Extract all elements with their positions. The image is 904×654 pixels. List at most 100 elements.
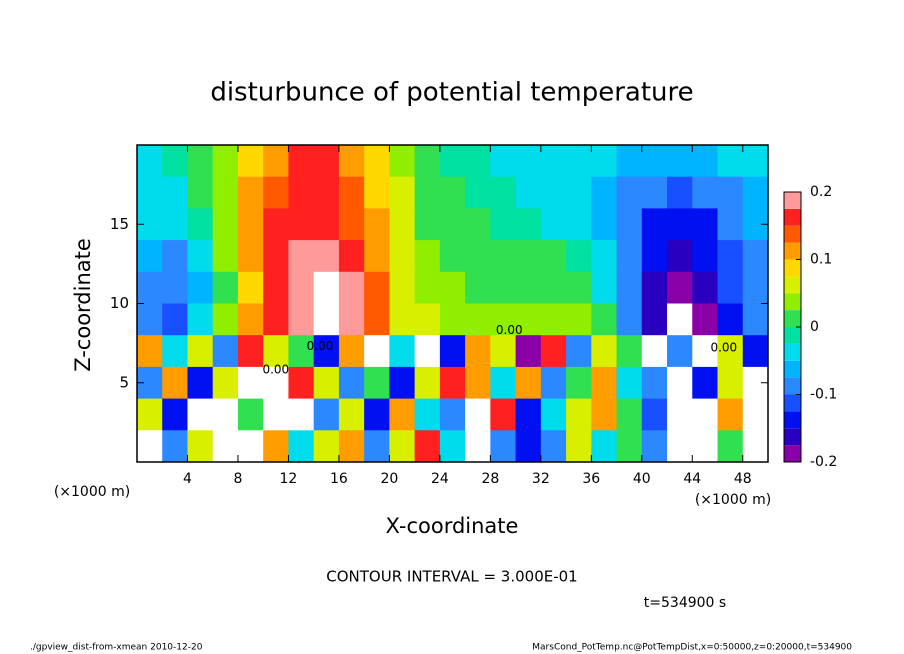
heat-cell	[263, 145, 289, 178]
heat-cell	[162, 366, 188, 400]
heat-cell	[414, 366, 441, 400]
heat-cell	[515, 271, 542, 304]
heat-cell	[237, 335, 264, 368]
heat-cell	[717, 176, 744, 209]
heat-cell	[313, 271, 340, 304]
heat-cell	[490, 208, 517, 241]
heat-cell	[162, 335, 188, 368]
heat-cell	[389, 398, 416, 431]
heat-cell	[237, 240, 264, 273]
footer-left: ./gpview_dist-from-xmean 2010-12-20	[30, 643, 203, 653]
heat-cell	[742, 335, 769, 368]
heat-cell	[162, 430, 188, 463]
heat-cell	[540, 303, 567, 336]
heat-cell	[641, 145, 668, 178]
heat-cell	[364, 240, 390, 273]
x-tick-label: 44	[683, 471, 701, 487]
heat-cell	[162, 303, 188, 336]
heat-cell	[137, 271, 163, 304]
heat-cell	[212, 430, 239, 463]
heat-cell	[591, 335, 618, 368]
heat-cell	[313, 366, 340, 400]
heat-cell	[616, 145, 643, 178]
heat-cell	[313, 303, 340, 336]
heat-cell	[313, 335, 340, 368]
heat-cell	[212, 271, 239, 304]
heat-cell	[414, 271, 441, 304]
heat-cell	[540, 145, 567, 178]
heat-cell	[212, 176, 239, 209]
heat-cell	[439, 335, 466, 368]
x-tick-label: 24	[431, 471, 449, 487]
heat-cell	[338, 335, 365, 368]
heat-cell	[364, 335, 390, 368]
heat-cell	[212, 145, 239, 178]
heat-cell	[566, 430, 592, 463]
colorbar-tick-label: 0	[810, 319, 819, 335]
heat-cell	[566, 335, 592, 368]
heat-cell	[162, 145, 188, 178]
heat-cell	[212, 208, 239, 241]
heat-cell	[414, 145, 441, 178]
heat-cell	[591, 240, 618, 273]
heat-cell	[692, 176, 719, 209]
heat-cell	[389, 335, 416, 368]
heat-cell	[313, 176, 340, 209]
heat-cell	[187, 240, 214, 273]
heat-cell	[288, 240, 315, 273]
heat-cell	[338, 208, 365, 241]
heat-cell	[137, 398, 163, 431]
heat-cell	[263, 430, 289, 463]
heat-cell	[540, 366, 567, 400]
heat-cell	[641, 430, 668, 463]
heat-cell	[187, 430, 214, 463]
colorbar-tick-label: 0.1	[810, 252, 832, 268]
heat-cell	[540, 271, 567, 304]
contour-interval: CONTOUR INTERVAL = 3.000E-01	[326, 568, 577, 586]
heat-cell	[692, 430, 719, 463]
x-tick-label: 32	[532, 471, 550, 487]
heat-cell	[490, 366, 517, 400]
heat-cell	[414, 176, 441, 209]
heat-cell	[313, 145, 340, 178]
heat-cell	[717, 145, 744, 178]
heat-cell	[288, 145, 315, 178]
heat-cell	[641, 208, 668, 241]
heat-cell	[439, 208, 466, 241]
heat-cell	[465, 176, 491, 209]
heat-cell	[338, 240, 365, 273]
colorbar-swatch	[784, 208, 801, 226]
heat-cell	[490, 335, 517, 368]
heat-cell	[742, 271, 769, 304]
heat-cell	[566, 366, 592, 400]
heat-cell	[465, 145, 491, 178]
contour-label: 0.00	[262, 363, 289, 377]
x-tick-label: 20	[380, 471, 398, 487]
heat-cell	[591, 208, 618, 241]
heat-cell	[137, 335, 163, 368]
heat-cell	[187, 366, 214, 400]
heat-cell	[439, 176, 466, 209]
heat-cell	[364, 271, 390, 304]
heat-cell	[288, 335, 315, 368]
heat-cell	[338, 366, 365, 400]
heat-cell	[288, 430, 315, 463]
heat-cell	[515, 398, 542, 431]
heat-cell	[364, 366, 390, 400]
heat-cell	[641, 176, 668, 209]
heat-cell	[667, 208, 693, 241]
heat-cell	[288, 303, 315, 336]
heat-cell	[465, 240, 491, 273]
heat-cell	[490, 303, 517, 336]
heat-cell	[566, 240, 592, 273]
colorbar-swatch	[784, 225, 801, 243]
heat-cell	[667, 271, 693, 304]
heat-cell	[667, 430, 693, 463]
heat-cell	[187, 176, 214, 209]
colorbar-swatch	[784, 293, 801, 311]
heat-cell	[162, 240, 188, 273]
heat-cell	[616, 303, 643, 336]
heat-cell	[641, 303, 668, 336]
heat-cell	[692, 271, 719, 304]
